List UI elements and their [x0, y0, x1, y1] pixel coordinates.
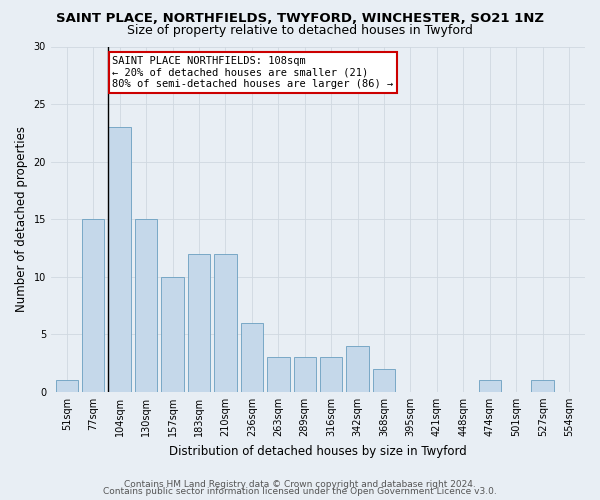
- Bar: [109, 127, 131, 392]
- Bar: [214, 254, 236, 392]
- Y-axis label: Number of detached properties: Number of detached properties: [15, 126, 28, 312]
- Bar: [82, 219, 104, 392]
- Text: SAINT PLACE NORTHFIELDS: 108sqm
← 20% of detached houses are smaller (21)
80% of: SAINT PLACE NORTHFIELDS: 108sqm ← 20% of…: [112, 56, 394, 89]
- Bar: [346, 346, 369, 392]
- Bar: [135, 219, 157, 392]
- Text: Size of property relative to detached houses in Twyford: Size of property relative to detached ho…: [127, 24, 473, 37]
- Bar: [56, 380, 78, 392]
- Bar: [241, 322, 263, 392]
- X-axis label: Distribution of detached houses by size in Twyford: Distribution of detached houses by size …: [169, 444, 467, 458]
- Text: Contains HM Land Registry data © Crown copyright and database right 2024.: Contains HM Land Registry data © Crown c…: [124, 480, 476, 489]
- Bar: [532, 380, 554, 392]
- Bar: [373, 369, 395, 392]
- Bar: [161, 276, 184, 392]
- Bar: [320, 358, 343, 392]
- Text: SAINT PLACE, NORTHFIELDS, TWYFORD, WINCHESTER, SO21 1NZ: SAINT PLACE, NORTHFIELDS, TWYFORD, WINCH…: [56, 12, 544, 26]
- Bar: [293, 358, 316, 392]
- Bar: [188, 254, 210, 392]
- Bar: [479, 380, 501, 392]
- Text: Contains public sector information licensed under the Open Government Licence v3: Contains public sector information licen…: [103, 488, 497, 496]
- Bar: [267, 358, 290, 392]
